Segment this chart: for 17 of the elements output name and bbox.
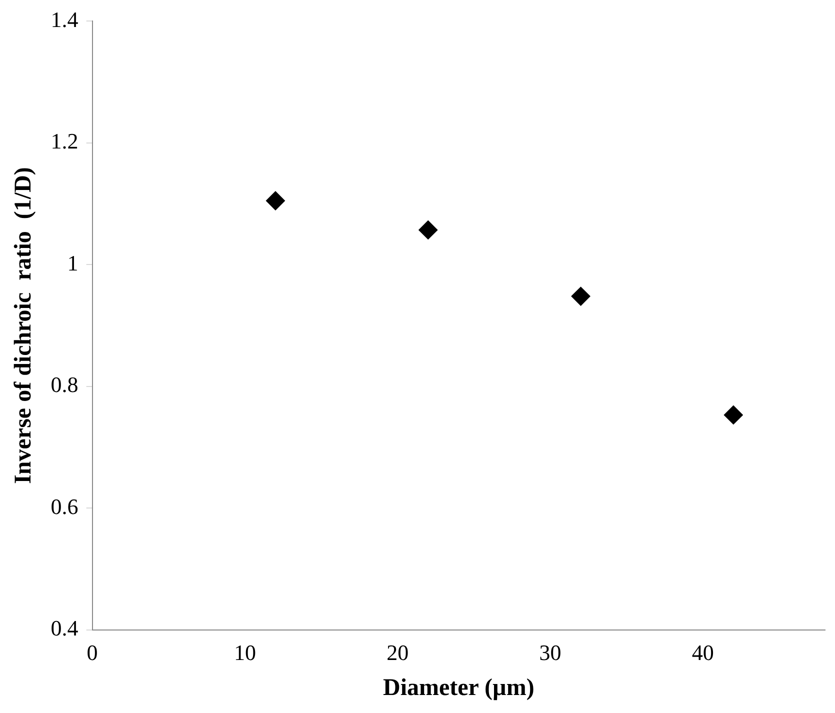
y-tick-label: 1.2 bbox=[50, 128, 78, 154]
y-tick-label: 1.4 bbox=[50, 6, 78, 32]
x-tick-label: 30 bbox=[539, 640, 562, 665]
point bbox=[724, 405, 743, 424]
x-tick-label: 10 bbox=[234, 640, 256, 665]
x-tick-label: 0 bbox=[86, 640, 98, 665]
x-tick-label: 40 bbox=[692, 640, 714, 665]
x-axis-title: Diameter (µm) bbox=[382, 674, 534, 701]
y-tick-label: 0.6 bbox=[50, 494, 78, 519]
y-tick-label: 0.4 bbox=[50, 616, 78, 641]
y-axis-title: Inverse of dichroic ratio (1/D) bbox=[10, 167, 37, 484]
point bbox=[418, 220, 438, 240]
y-tick-label: 1 bbox=[67, 250, 78, 276]
y-tick-label: 0.8 bbox=[50, 372, 78, 398]
point bbox=[571, 286, 590, 306]
point bbox=[266, 191, 285, 210]
x-tick-label: 20 bbox=[386, 640, 409, 665]
